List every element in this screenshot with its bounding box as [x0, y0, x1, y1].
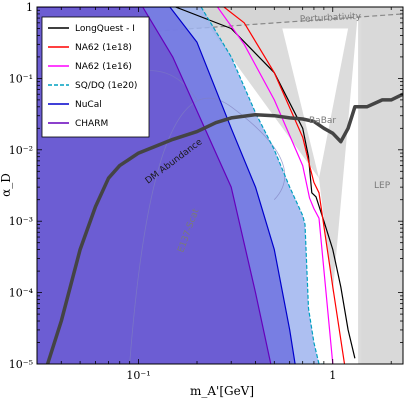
- e137-curve: [129, 97, 286, 364]
- legend-entry: CHARM: [75, 119, 108, 129]
- sq-dq-1e20-line: [200, 7, 324, 364]
- lep-label: LEP: [374, 181, 391, 191]
- na62-1e18-line: [223, 7, 346, 364]
- legend-entry: LongQuest - I: [75, 24, 135, 34]
- x-axis-label: m_A'[GeV]: [190, 384, 254, 398]
- y-tick-label: 10⁻⁴: [9, 287, 34, 300]
- perturbativity-line: [37, 13, 403, 41]
- babar-label: BaBar: [309, 116, 336, 126]
- nucal-line: [37, 7, 296, 364]
- x-tick-label: 10⁻¹: [126, 369, 150, 382]
- legend: LongQuest - I NA62 (1e18) NA62 (1e16) SQ/DQ…: [41, 16, 150, 138]
- y-axis-label: α_D: [0, 173, 13, 197]
- y-tick-label: 10⁻⁵: [9, 358, 33, 371]
- axis-ticks: 10⁻¹ 1 1 10⁻¹ 10⁻² 10⁻³ 10⁻⁴ 10⁻⁵: [9, 1, 403, 382]
- y-tick-label: 1: [26, 1, 33, 14]
- legend-box: [41, 16, 150, 138]
- legend-entry: SQ/DQ (1e20): [75, 81, 137, 91]
- legend-entry: NA62 (1e16): [75, 62, 132, 72]
- legend-entry: NuCal: [75, 100, 102, 110]
- plot-frame: [36, 6, 404, 365]
- x-tick-label: 1: [329, 369, 336, 382]
- open-window: [282, 28, 349, 179]
- dm-abundance-line: [45, 92, 403, 364]
- y-tick-label: 10⁻¹: [9, 72, 33, 85]
- longquest-i-line: [175, 7, 356, 359]
- perturbativity-label: Perturbativity: [300, 12, 362, 25]
- charm-line: [37, 7, 272, 364]
- legend-entry: NA62 (1e18): [75, 43, 132, 53]
- y-tick-label: 10⁻³: [9, 215, 33, 228]
- na62-1e16-line: [217, 7, 334, 364]
- y-tick-label: 10⁻²: [9, 144, 33, 157]
- curves: [37, 7, 403, 364]
